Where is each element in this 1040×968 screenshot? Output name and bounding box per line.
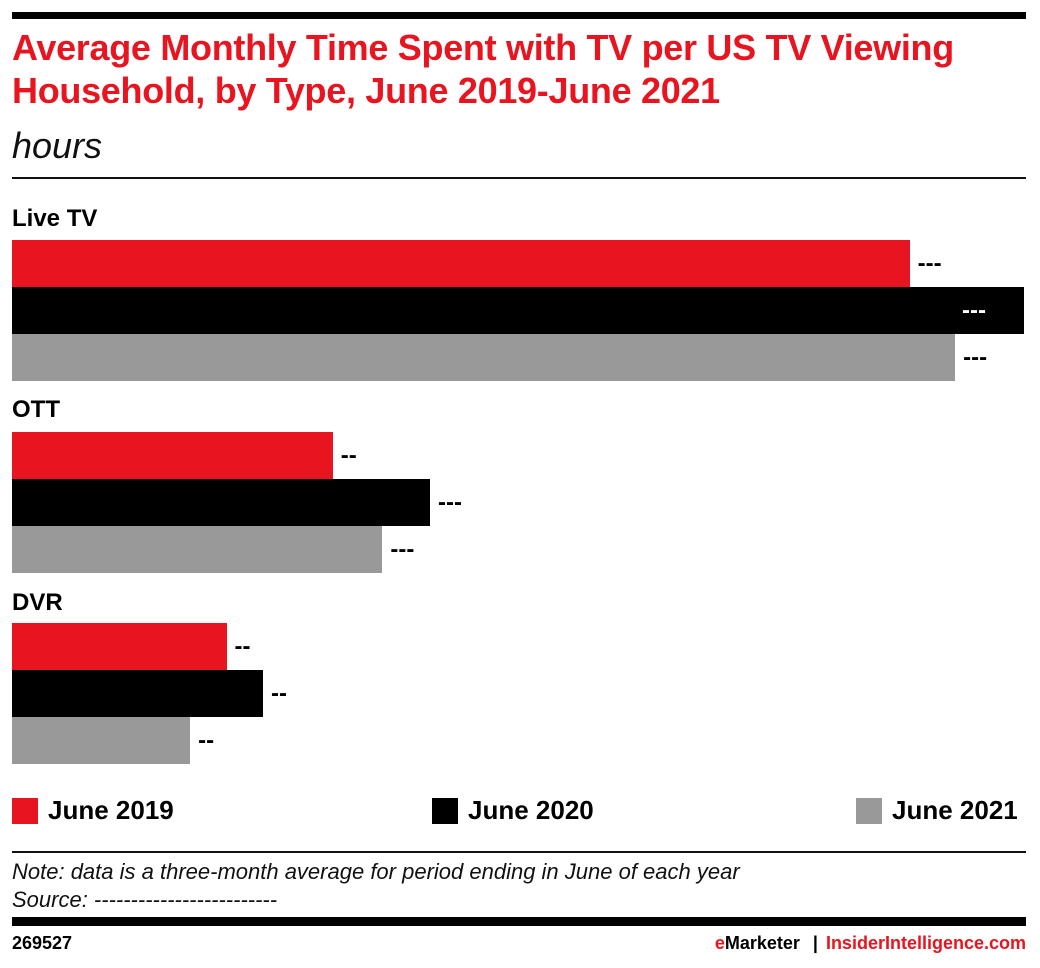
chart-subtitle: hours (12, 125, 103, 166)
note: Note: data is a three-month average for … (12, 859, 740, 884)
brand-e: e (714, 933, 725, 953)
bottom-bar (12, 917, 1026, 926)
data-label: -- (198, 727, 215, 754)
bar (12, 334, 956, 381)
legend-label: June 2020 (468, 795, 594, 825)
data-label: --- (963, 344, 988, 371)
divider (12, 851, 1026, 853)
data-label: --- (917, 250, 942, 277)
bar (12, 240, 910, 287)
data-label: -- (340, 442, 357, 469)
chart-title: Average Monthly Time Spent with TV per U… (12, 27, 954, 111)
separator: | (812, 933, 818, 953)
legend-swatch (432, 797, 458, 824)
bar (12, 432, 333, 479)
data-label: -- (270, 680, 287, 707)
chart-id: 269527 (12, 933, 73, 953)
legend-item: June 2019 (12, 795, 174, 826)
data-label: --- (437, 489, 462, 516)
data-label: --- (962, 297, 986, 324)
bar (12, 670, 263, 717)
data-label: --- (390, 536, 415, 563)
legend-swatch (856, 797, 882, 824)
brand: eMarketer | InsiderIntelligence.com (715, 933, 1026, 954)
top-bar (12, 12, 1026, 19)
legend-swatch (12, 797, 38, 824)
divider (12, 177, 1026, 179)
category-label: Live TV (12, 205, 98, 232)
bar (12, 287, 1024, 334)
site-link[interactable]: InsiderIntelligence.com (825, 933, 1026, 953)
bar (12, 717, 191, 764)
bar (12, 526, 383, 573)
data-label: -- (234, 633, 251, 660)
legend-label: June 2019 (48, 795, 174, 825)
legend-item: June 2021 (856, 795, 1018, 826)
category-label: DVR (12, 589, 63, 616)
source: Source: ------------------------- (12, 887, 278, 912)
legend-item: June 2020 (432, 795, 594, 826)
category-label: OTT (12, 396, 60, 423)
legend-label: June 2021 (892, 795, 1018, 825)
brand-name: Marketer (724, 933, 800, 953)
bar (12, 479, 430, 526)
bar (12, 623, 227, 670)
